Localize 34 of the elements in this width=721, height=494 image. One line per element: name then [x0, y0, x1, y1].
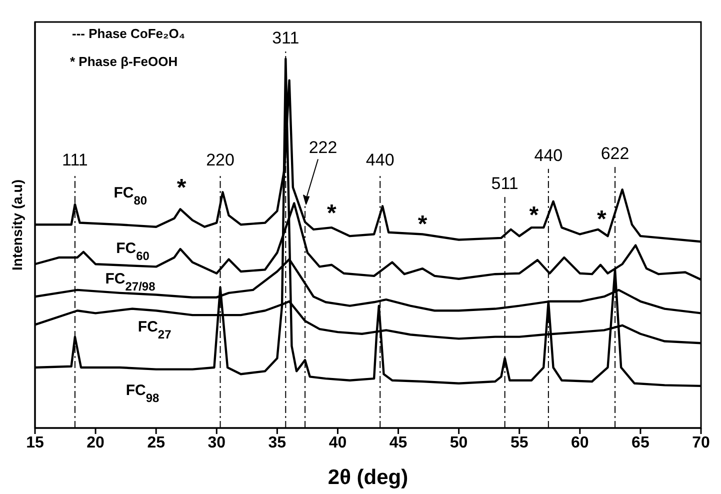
- annotation: 111: [62, 150, 88, 170]
- x-tick-label: 65: [632, 434, 650, 452]
- annotation: *: [597, 206, 608, 234]
- x-tick-label: 40: [328, 434, 347, 452]
- text: --- Phase CoFe₂O₄: [72, 26, 186, 41]
- annotation: *: [529, 202, 540, 229]
- annotation: * Phase β-FeOOH: [70, 54, 178, 69]
- x-tick-label: 60: [571, 434, 589, 452]
- x-tick-label: 45: [389, 434, 408, 452]
- series-label: FC$_{27}$: [138, 318, 172, 342]
- x-tick-label: 35: [268, 434, 286, 452]
- annotation: 222: [308, 138, 338, 158]
- annotation: 622: [600, 144, 630, 164]
- annotation: 440: [366, 150, 394, 170]
- annotation: 220: [206, 150, 234, 170]
- series-label: FC$_{80}$: [114, 184, 148, 208]
- annotation: *: [418, 211, 428, 238]
- annotation: *: [176, 174, 187, 202]
- x-tick-label: 15: [26, 434, 44, 452]
- x-tick-label: 55: [510, 434, 528, 452]
- series-label: FC$_{60}$: [116, 240, 150, 264]
- text: 311: [272, 28, 300, 48]
- x-tick-label: 25: [147, 434, 166, 452]
- series-label: FC$_{27/98}$: [105, 270, 156, 294]
- y-axis-title: Intensity (a.u): [9, 179, 25, 271]
- x-tick-label: 20: [86, 434, 105, 452]
- annotation: 440: [534, 146, 563, 165]
- x-tick-label: 70: [692, 434, 710, 452]
- x-tick-label: 30: [208, 434, 226, 452]
- series-label: FC$_{98}$: [126, 382, 160, 405]
- annotation: *: [327, 200, 337, 227]
- x-axis-title: 2θ (deg): [328, 466, 408, 489]
- x-tick-label: 50: [450, 434, 468, 452]
- annotation: 511: [491, 174, 518, 193]
